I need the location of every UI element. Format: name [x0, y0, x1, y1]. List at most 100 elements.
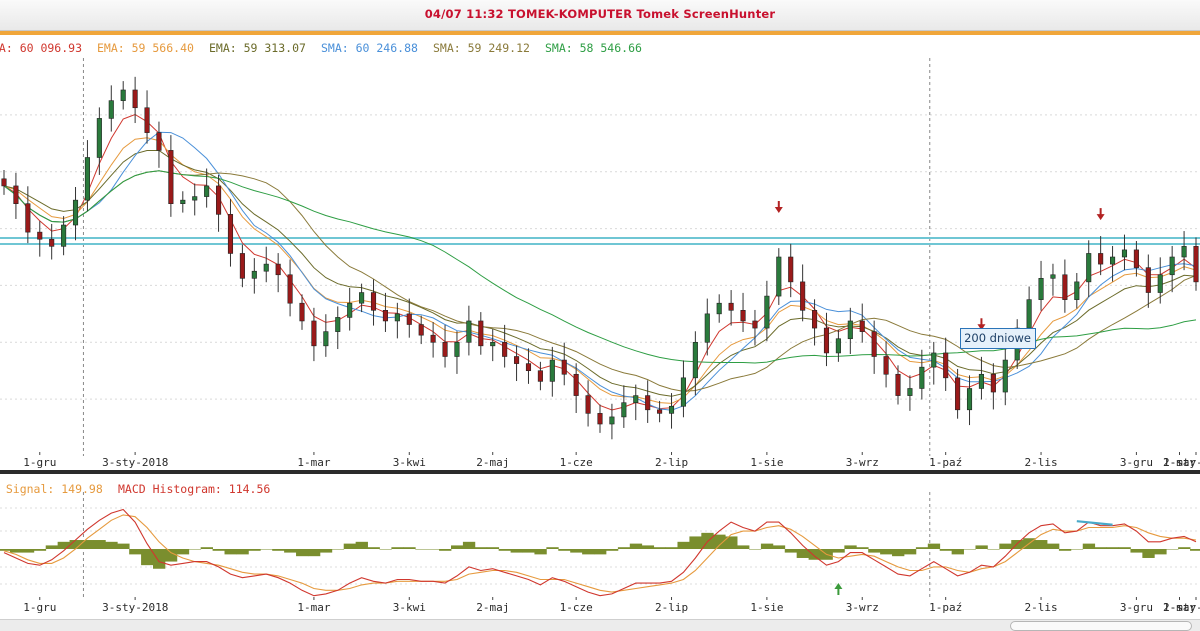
- candle[interactable]: [1121, 234, 1128, 271]
- histogram-bar[interactable]: [605, 549, 619, 551]
- candle[interactable]: [871, 320, 877, 374]
- histogram-bar[interactable]: [284, 549, 297, 553]
- sma-line-1[interactable]: [3, 131, 1197, 411]
- candle[interactable]: [931, 341, 937, 385]
- histogram-bar[interactable]: [1142, 549, 1155, 558]
- candle[interactable]: [490, 329, 496, 362]
- candle[interactable]: [382, 292, 388, 332]
- candle[interactable]: [514, 345, 520, 382]
- candle[interactable]: [597, 404, 603, 433]
- histogram-bar[interactable]: [403, 547, 416, 549]
- candle[interactable]: [800, 264, 806, 322]
- candle[interactable]: [955, 368, 961, 419]
- candle[interactable]: [120, 81, 126, 110]
- panel-divider[interactable]: [0, 470, 1200, 474]
- histogram-bar[interactable]: [141, 549, 154, 566]
- candle[interactable]: [299, 294, 305, 330]
- histogram-bar[interactable]: [689, 536, 702, 549]
- candle[interactable]: [1193, 237, 1199, 291]
- histogram-bar[interactable]: [474, 547, 488, 549]
- histogram-bar[interactable]: [117, 543, 130, 549]
- ema-line-2[interactable]: [3, 150, 1197, 397]
- histogram-bar[interactable]: [164, 549, 178, 562]
- histogram-bar[interactable]: [594, 549, 607, 555]
- histogram-bar[interactable]: [1154, 549, 1167, 555]
- histogram-bar[interactable]: [498, 549, 511, 551]
- candle[interactable]: [1062, 259, 1068, 313]
- histogram-bar[interactable]: [856, 547, 869, 549]
- candle[interactable]: [1086, 240, 1092, 298]
- histogram-bar[interactable]: [57, 541, 70, 549]
- candle[interactable]: [204, 168, 210, 208]
- histogram-bar[interactable]: [1035, 540, 1048, 549]
- histogram-bar[interactable]: [915, 547, 929, 549]
- candle[interactable]: [1110, 245, 1116, 282]
- candle[interactable]: [645, 380, 651, 423]
- candle[interactable]: [728, 290, 734, 326]
- candle[interactable]: [1145, 254, 1151, 308]
- candle[interactable]: [1002, 344, 1008, 406]
- histogram-bar[interactable]: [510, 549, 523, 553]
- histogram-bar[interactable]: [188, 549, 202, 550]
- candle[interactable]: [859, 303, 865, 343]
- histogram-bar[interactable]: [427, 549, 440, 550]
- candle[interactable]: [108, 85, 114, 132]
- histogram-bar[interactable]: [272, 549, 285, 551]
- sma-line-2[interactable]: [3, 170, 1197, 392]
- histogram-bar[interactable]: [677, 541, 690, 549]
- candle[interactable]: [61, 216, 67, 256]
- candle[interactable]: [502, 324, 508, 368]
- candle[interactable]: [776, 248, 782, 305]
- histogram-bar[interactable]: [725, 536, 738, 549]
- candle[interactable]: [1133, 241, 1139, 277]
- histogram-bar[interactable]: [9, 549, 23, 553]
- histogram-bar[interactable]: [713, 534, 726, 549]
- candle[interactable]: [1181, 231, 1187, 271]
- candle[interactable]: [919, 349, 925, 400]
- histogram-bar[interactable]: [45, 545, 59, 549]
- histogram-bar[interactable]: [343, 543, 357, 549]
- histogram-bar[interactable]: [129, 549, 142, 555]
- histogram-bar[interactable]: [331, 549, 345, 550]
- histogram-bar[interactable]: [367, 547, 380, 549]
- histogram-bar[interactable]: [462, 541, 476, 549]
- histogram-bar[interactable]: [808, 549, 821, 560]
- candle[interactable]: [680, 360, 686, 418]
- candle[interactable]: [1098, 236, 1104, 276]
- candle[interactable]: [478, 312, 484, 355]
- histogram-bar[interactable]: [248, 549, 261, 551]
- histogram-bar[interactable]: [1070, 549, 1084, 550]
- histogram-bar[interactable]: [1166, 549, 1179, 550]
- candle[interactable]: [1157, 257, 1163, 304]
- candle[interactable]: [1169, 245, 1175, 293]
- histogram-bar[interactable]: [963, 549, 976, 550]
- candle[interactable]: [394, 302, 400, 339]
- candle[interactable]: [442, 324, 448, 368]
- histogram-bar[interactable]: [1058, 549, 1072, 551]
- candle[interactable]: [263, 246, 269, 283]
- candle[interactable]: [84, 140, 90, 212]
- histogram-bar[interactable]: [21, 549, 35, 553]
- candle[interactable]: [633, 384, 639, 421]
- candle[interactable]: [216, 174, 222, 232]
- histogram-bar[interactable]: [1118, 547, 1131, 549]
- histogram-bar[interactable]: [260, 549, 273, 550]
- candle[interactable]: [239, 244, 245, 288]
- candle[interactable]: [323, 314, 329, 357]
- histogram-bar[interactable]: [975, 545, 988, 549]
- candle[interactable]: [990, 363, 996, 410]
- histogram-bar[interactable]: [665, 547, 678, 549]
- candle[interactable]: [740, 292, 746, 332]
- candle[interactable]: [1050, 263, 1056, 296]
- histogram-bar[interactable]: [534, 549, 547, 555]
- candle[interactable]: [359, 283, 365, 313]
- histogram-bar[interactable]: [1011, 540, 1024, 549]
- histogram-bar[interactable]: [379, 549, 392, 550]
- ema-line-1[interactable]: [3, 137, 1197, 404]
- macd-line[interactable]: [3, 508, 1197, 597]
- candle[interactable]: [895, 365, 901, 405]
- histogram-bar[interactable]: [617, 547, 631, 549]
- histogram-bar[interactable]: [1190, 549, 1200, 551]
- candle[interactable]: [812, 299, 818, 346]
- signal-line[interactable]: [3, 514, 1197, 593]
